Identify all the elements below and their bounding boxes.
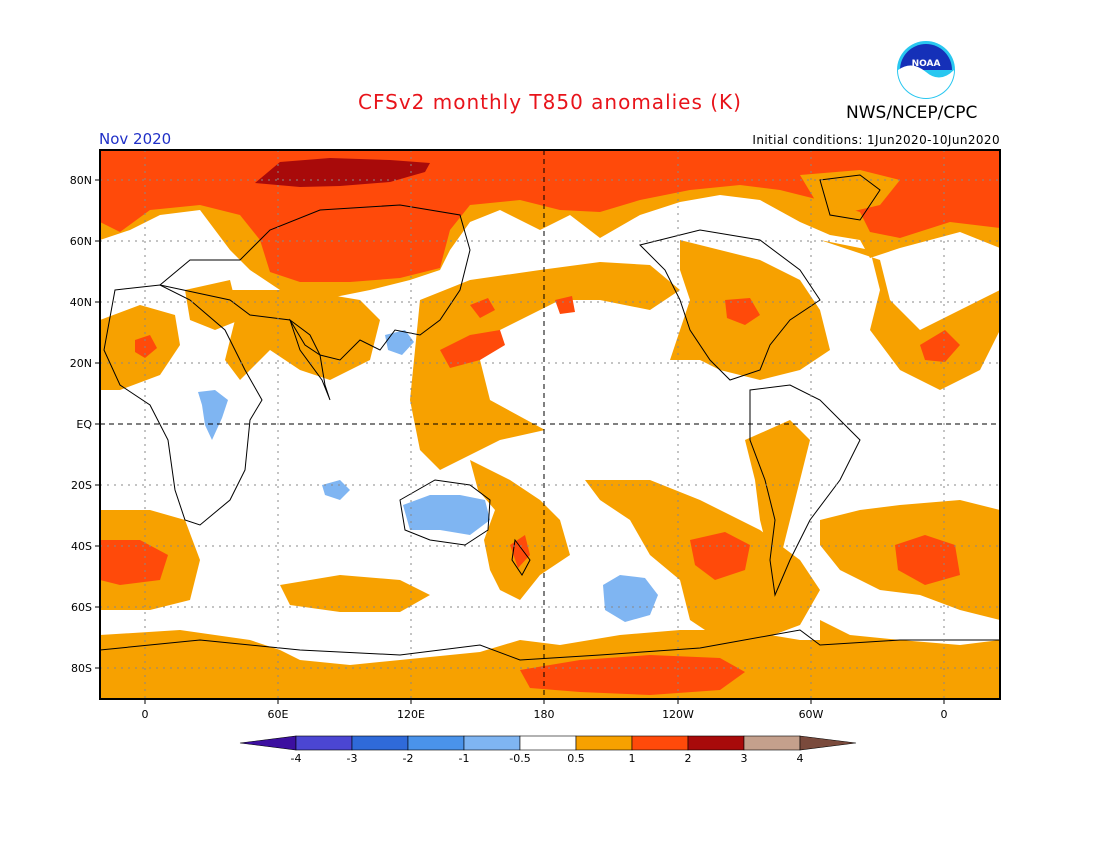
colorbar-labels: -4 -3 -2 -1 -0.5 0.5 1 2 3 4 (291, 752, 804, 765)
lat-label: 20N (70, 357, 92, 370)
anomaly-wpac-red (440, 330, 505, 368)
forecast-month: Nov 2020 (99, 130, 172, 148)
colorbar-cell (631, 735, 689, 751)
anomaly-atlantic-red (920, 330, 960, 362)
lat-label: 20S (71, 479, 92, 492)
anomaly-eafrica-blue (198, 390, 228, 440)
anomaly-sio-blue (322, 480, 350, 500)
anomaly-siberia-darkred (255, 158, 430, 187)
longitude-labels: 0 60E 120E 180 120W 60W 0 (142, 708, 948, 721)
lon-label: 0 (142, 708, 149, 721)
coastlines (100, 174, 1000, 661)
coast-africa (103, 284, 263, 526)
anomaly-npac-red (470, 298, 495, 318)
anomaly-sindian-orange-2 (280, 575, 430, 612)
anomaly-mideast-orange (185, 280, 240, 330)
anomaly-namerica-red (725, 298, 760, 325)
anomaly-npac-red-2 (555, 296, 575, 314)
colorbar-label: 0.5 (567, 752, 585, 765)
colorbar-cell (407, 735, 465, 751)
coast-newzealand (511, 538, 531, 576)
anomaly-spac-blue (603, 575, 658, 622)
lat-label: 80N (70, 174, 92, 187)
colorbar-label: -2 (403, 752, 414, 765)
colorbar-cell (575, 735, 633, 751)
lat-label: 80S (71, 662, 92, 675)
colorbar-label: 4 (797, 752, 804, 765)
initial-conditions: Initial conditions: 1Jun2020-10Jun2020 (752, 133, 1000, 147)
colorbar-label: 2 (685, 752, 692, 765)
colorbar-cell (687, 735, 745, 751)
anomaly-westafrica-red (135, 335, 157, 358)
colorbar-label: 3 (741, 752, 748, 765)
colorbar-cells (239, 735, 857, 751)
colorbar-cell (239, 735, 297, 751)
colorbar-label: -0.5 (509, 752, 530, 765)
lat-label: 60N (70, 235, 92, 248)
anomaly-sh-belt-orange (100, 620, 1000, 699)
colorbar-cell (519, 735, 577, 751)
coast-greenland (819, 174, 881, 221)
logo-text: NOAA (912, 59, 941, 69)
coast-antarctica (100, 629, 1000, 661)
coast-india (289, 318, 331, 401)
coast-namerica (639, 229, 821, 381)
colorbar-cell (743, 735, 801, 751)
lat-label: 60S (71, 601, 92, 614)
coast-samerica (749, 384, 861, 597)
colorbar-cell (463, 735, 521, 751)
lon-label: 120E (397, 708, 425, 721)
coast-eurasia (158, 204, 471, 361)
anomaly-greenland-orange (800, 170, 900, 212)
colorbar-label: -3 (347, 752, 358, 765)
colorbar-cell (295, 735, 353, 751)
lon-label: 120W (662, 708, 694, 721)
colorbar-cell (799, 735, 857, 751)
anomaly-atlantic-orange (820, 240, 1000, 390)
anomaly-bengal-blue (385, 330, 414, 355)
colorbar-label: 1 (629, 752, 636, 765)
lon-label: 60W (799, 708, 824, 721)
anomaly-satlantic-red (895, 535, 960, 585)
noaa-logo: NOAA (897, 41, 955, 99)
colorbar-cell (351, 735, 409, 751)
tick-marks (95, 179, 945, 704)
anomaly-antarctic-red (520, 655, 745, 695)
latitude-labels: 80N 60N 40N 20N EQ 20S 40S 60S 80S (70, 174, 93, 675)
colorbar-label: -1 (459, 752, 470, 765)
lon-label: 0 (941, 708, 948, 721)
agency-label: NWS/NCEP/CPC (846, 103, 978, 123)
anomaly-sindian-red (100, 540, 168, 585)
map-title: CFSv2 monthly T850 anomalies (K) (358, 90, 742, 114)
anomaly-sepac-red (690, 532, 750, 580)
anomaly-australia-blue (403, 495, 490, 535)
anomaly-samerica-orange (745, 420, 810, 560)
coast-australia (399, 479, 491, 546)
lon-label: 180 (534, 708, 555, 721)
anomaly-india-orange (225, 290, 380, 380)
lat-label: 40N (70, 296, 92, 309)
lon-label: 60E (268, 708, 289, 721)
lat-label: EQ (76, 418, 92, 431)
colorbar-label: -4 (291, 752, 302, 765)
reference-lines (100, 150, 1000, 699)
anomaly-spac-orange (470, 460, 570, 600)
lat-label: 40S (71, 540, 92, 553)
